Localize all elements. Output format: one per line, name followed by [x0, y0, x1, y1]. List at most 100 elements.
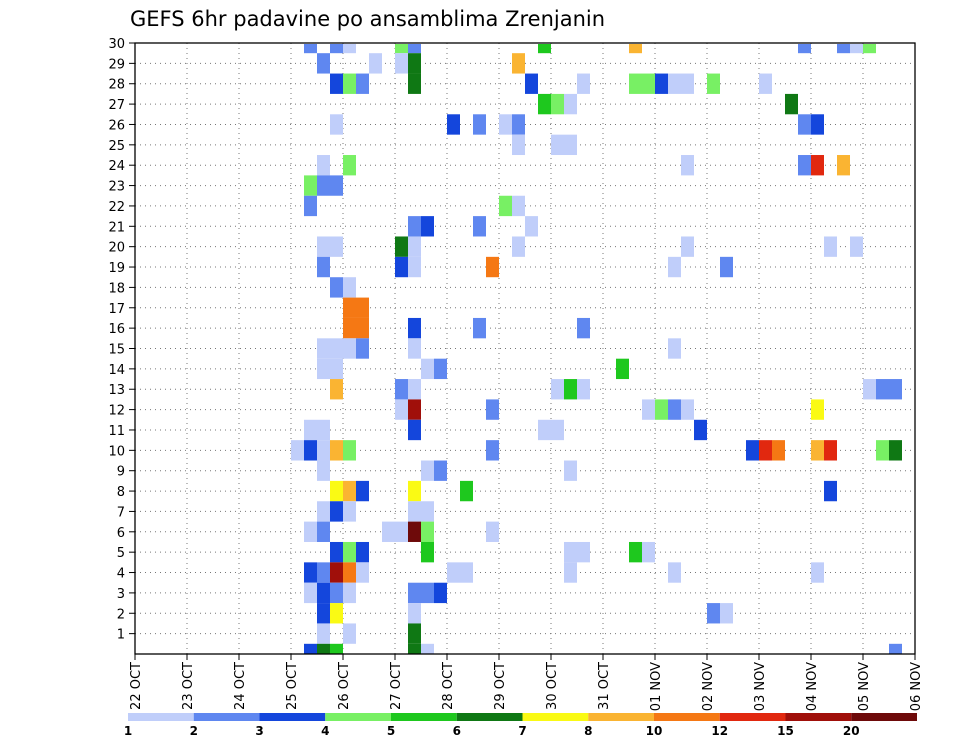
- colorbar-label: 10: [646, 724, 663, 738]
- precip-cell: [811, 399, 824, 420]
- precip-cell: [317, 562, 330, 583]
- precip-cell: [408, 399, 421, 420]
- precip-cell: [317, 521, 330, 542]
- precip-cell: [512, 53, 525, 74]
- colorbar-label: 4: [321, 724, 329, 738]
- precip-cell: [330, 358, 343, 380]
- precip-cell: [408, 216, 421, 237]
- precip-cell: [421, 521, 434, 542]
- precip-cell: [798, 44, 811, 54]
- precip-cell: [850, 44, 863, 54]
- precip-cell: [434, 358, 447, 380]
- precip-cell: [395, 521, 408, 542]
- x-tick-label: 06 NOV: [909, 662, 924, 711]
- precip-cell: [798, 155, 811, 176]
- colorbar-swatch: [391, 713, 457, 721]
- precip-cell: [889, 440, 902, 461]
- colorbar-label: 7: [518, 724, 526, 738]
- precip-cell: [408, 582, 421, 604]
- x-tick-label: 30 OCT: [545, 662, 560, 710]
- colorbar-swatch: [259, 713, 326, 721]
- precip-cell: [655, 73, 668, 94]
- precip-cell: [343, 73, 356, 94]
- precip-cell: [668, 338, 681, 359]
- precip-cell: [343, 440, 356, 461]
- precip-cell: [343, 317, 356, 339]
- precip-cell: [330, 643, 343, 654]
- y-tick-label: 10: [108, 444, 125, 459]
- colorbar-label: 6: [453, 724, 461, 738]
- precip-cell: [564, 134, 577, 156]
- grid-lines: [135, 43, 915, 654]
- precip-cell: [330, 114, 343, 135]
- precip-cell: [824, 440, 837, 461]
- y-tick-label: 13: [108, 383, 125, 398]
- precip-cell: [642, 399, 655, 420]
- precip-cell: [811, 562, 824, 583]
- y-tick-label: 19: [108, 261, 125, 276]
- precip-cell: [460, 562, 473, 583]
- precip-cell: [343, 582, 356, 604]
- precip-cell: [330, 440, 343, 461]
- precip-cell: [889, 643, 902, 654]
- precip-cell: [564, 562, 577, 583]
- precip-cell: [356, 317, 369, 339]
- y-tick-label: 25: [108, 139, 125, 154]
- precip-cell: [512, 114, 525, 135]
- precip-cell: [304, 521, 317, 542]
- precip-cell: [330, 501, 343, 522]
- y-tick-label: 2: [117, 607, 125, 622]
- precipitation-cells: [291, 44, 902, 654]
- precip-cell: [473, 317, 486, 339]
- colorbar-label: 5: [387, 724, 395, 738]
- y-tick-label: 9: [117, 465, 125, 480]
- precip-cell: [317, 501, 330, 522]
- precip-cell: [460, 480, 473, 502]
- precip-cell: [720, 256, 733, 278]
- precip-cell: [330, 562, 343, 583]
- precip-cell: [525, 73, 538, 94]
- x-tick-label: 25 OCT: [285, 662, 300, 710]
- x-tick-label: 23 OCT: [181, 662, 196, 710]
- precip-cell: [538, 44, 551, 54]
- precip-cell: [343, 338, 356, 359]
- precip-cell: [551, 134, 564, 156]
- x-tick-label: 05 NOV: [857, 662, 872, 711]
- precip-cell: [395, 53, 408, 74]
- colorbar-label: 8: [584, 724, 592, 738]
- colorbar-label: 20: [843, 724, 860, 738]
- precip-cell: [551, 93, 564, 115]
- precip-cell: [356, 541, 369, 563]
- colorbar-swatch: [193, 713, 260, 721]
- y-tick-label: 28: [108, 78, 125, 93]
- precip-cell: [382, 521, 395, 542]
- precip-cell: [356, 480, 369, 502]
- y-tick-label: 17: [108, 302, 125, 317]
- precip-cell: [356, 562, 369, 583]
- precip-cell: [330, 44, 343, 54]
- x-tick-label: 26 OCT: [337, 662, 352, 710]
- precip-cell: [577, 379, 590, 400]
- precip-cell: [447, 114, 460, 135]
- precip-cell: [408, 338, 421, 359]
- precip-cell: [330, 480, 343, 502]
- colorbar-swatch: [588, 713, 654, 721]
- precip-cell: [330, 236, 343, 257]
- x-tick-label: 29 OCT: [493, 662, 508, 710]
- precip-cell: [317, 603, 330, 624]
- precip-cell: [408, 317, 421, 339]
- precip-cell: [824, 480, 837, 502]
- precip-cell: [408, 501, 421, 522]
- precip-cell: [668, 562, 681, 583]
- precip-cell: [499, 114, 512, 135]
- precip-cell: [616, 358, 629, 380]
- precip-cell: [304, 582, 317, 604]
- precip-cell: [304, 440, 317, 461]
- precip-cell: [317, 338, 330, 359]
- precip-cell: [356, 297, 369, 318]
- y-tick-label: 16: [108, 322, 125, 337]
- y-tick-label: 14: [108, 363, 125, 378]
- precip-cell: [343, 277, 356, 298]
- precip-cell: [317, 623, 330, 644]
- precip-cell: [317, 53, 330, 74]
